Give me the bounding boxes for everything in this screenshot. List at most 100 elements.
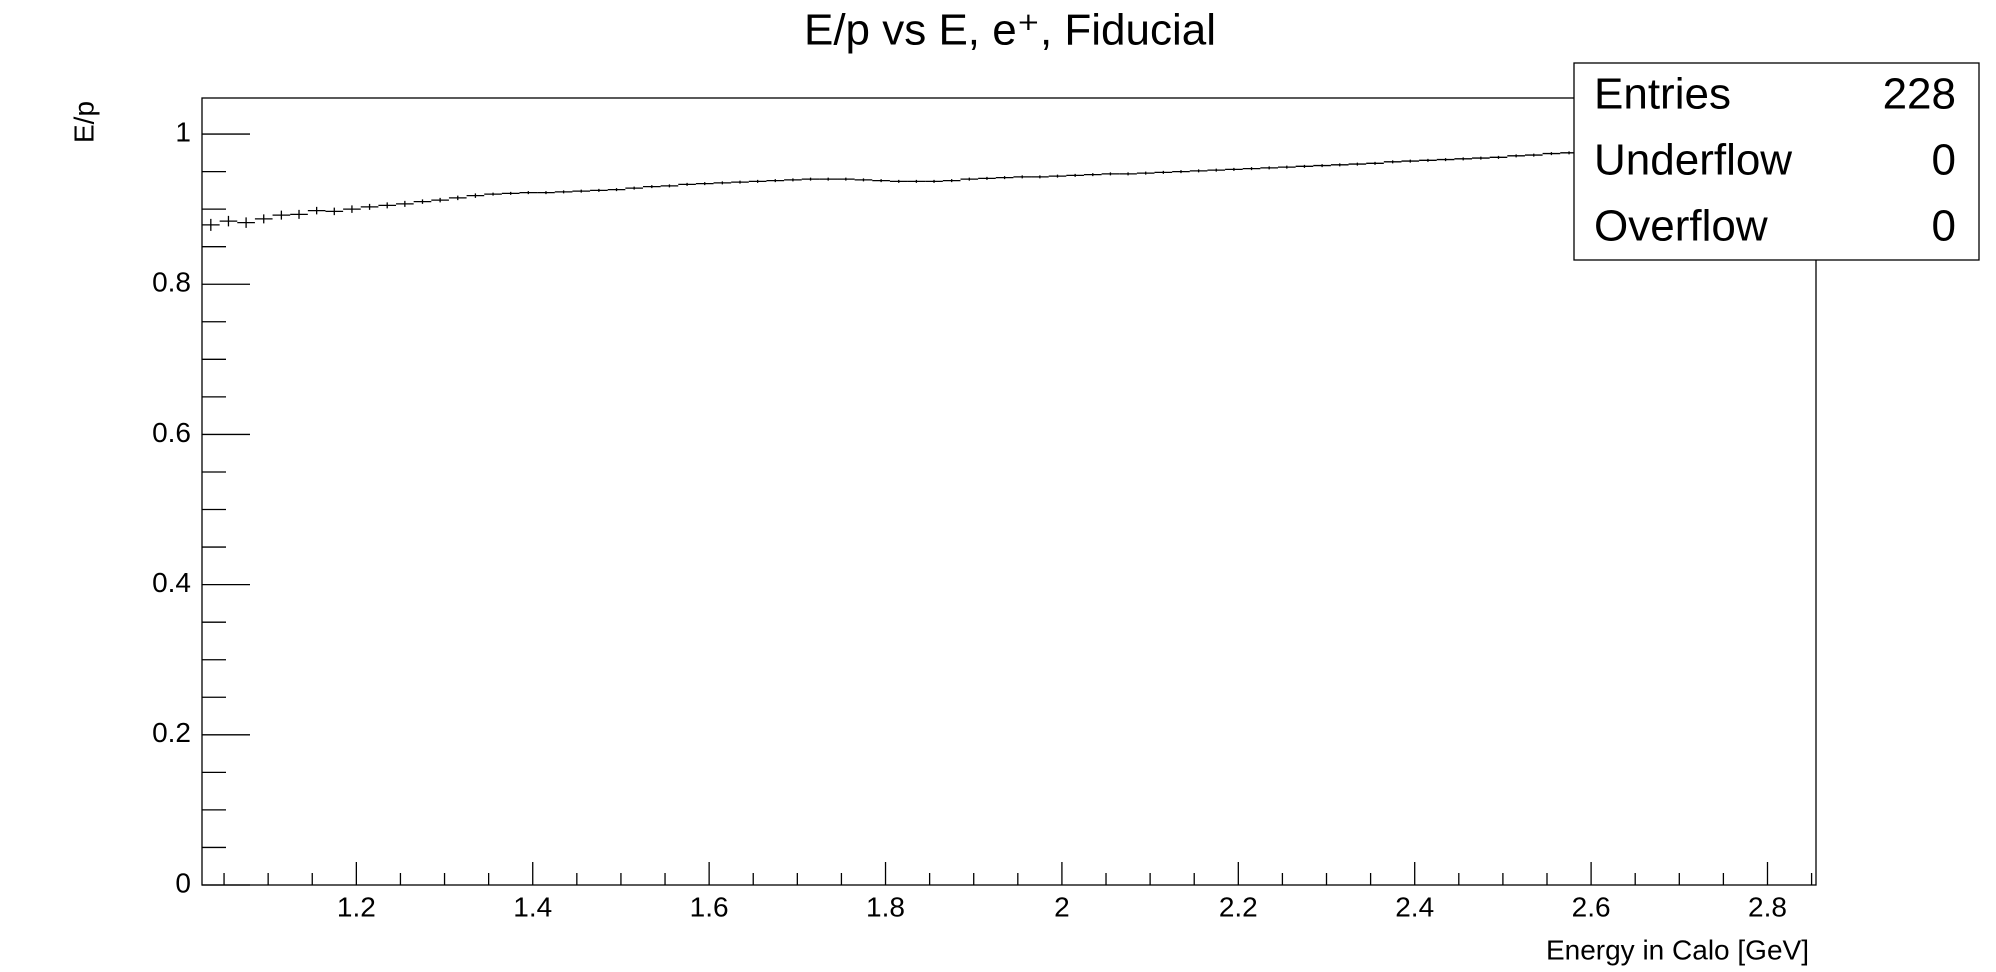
x-axis-label: Energy in Calo [GeV]: [1546, 934, 1809, 965]
y-tick-label: 0: [175, 867, 191, 898]
data-point: [889, 179, 908, 183]
x-tick-label: 2.8: [1748, 891, 1787, 922]
data-point: [748, 179, 767, 183]
data-point: [695, 182, 714, 186]
data-point: [378, 202, 397, 209]
plot-frame: [201, 97, 1817, 886]
data-point: [872, 179, 890, 183]
data-point: [678, 182, 696, 186]
data-point: [1013, 175, 1032, 179]
data-point: [1172, 170, 1190, 174]
data-point: [960, 177, 979, 181]
data-point: [642, 185, 661, 189]
data-point: [325, 207, 344, 216]
data-point: [731, 180, 749, 184]
data-point: [607, 188, 626, 192]
data-point: [572, 189, 591, 193]
data-point: [995, 176, 1014, 180]
x-tick-label: 1.8: [866, 891, 905, 922]
data-point: [360, 203, 379, 210]
data-point: [942, 179, 961, 183]
data-point: [431, 197, 449, 203]
data-point: [1366, 161, 1384, 165]
data-point: [1225, 167, 1243, 171]
data-point: [202, 218, 220, 231]
data-point: [590, 188, 608, 192]
data-point: [396, 200, 414, 207]
data-point: [1436, 158, 1455, 162]
data-point: [1136, 171, 1155, 175]
data-point: [501, 191, 520, 195]
data-point: [907, 179, 926, 183]
stats-box: [1573, 62, 1980, 261]
data-point: [978, 176, 996, 180]
data-point: [713, 181, 732, 185]
stats-label: Underflow: [1594, 136, 1792, 185]
data-point: [1383, 160, 1402, 164]
data-point: [554, 190, 573, 194]
data-point: [448, 195, 467, 201]
data-point: [1207, 168, 1226, 172]
data-point: [1189, 169, 1208, 173]
data-point: [1031, 175, 1049, 179]
data-point: [837, 177, 855, 181]
data-point: [1401, 159, 1420, 163]
data-point: [819, 177, 838, 181]
stats-label: Overflow: [1594, 202, 1768, 251]
y-axis-label: E/p: [68, 101, 99, 143]
data-point: [1083, 173, 1102, 177]
stats-label: Entries: [1594, 70, 1731, 119]
data-point: [413, 199, 432, 204]
x-tick-label: 2.4: [1395, 891, 1434, 922]
data-point: [484, 192, 502, 196]
data-point: [925, 179, 943, 183]
data-point: [801, 177, 820, 181]
data-point: [519, 191, 538, 195]
data-point: [1260, 166, 1278, 170]
data-point: [766, 179, 785, 183]
data-point: [343, 205, 361, 213]
data-point: [660, 184, 679, 188]
x-tick-label: 1.6: [690, 891, 729, 922]
data-point: [1242, 167, 1261, 171]
data-point: [625, 186, 643, 190]
stats-value: 0: [1932, 202, 1956, 251]
data-point: [1154, 170, 1173, 174]
y-tick-label: 0.2: [152, 717, 191, 748]
y-tick-label: 0.4: [152, 567, 191, 598]
y-tick-label: 0.6: [152, 417, 191, 448]
stats-value: 0: [1932, 136, 1956, 185]
data-point: [466, 193, 485, 198]
data-point: [1330, 163, 1349, 167]
data-point: [1119, 172, 1137, 176]
data-point: [1348, 162, 1367, 166]
data-point: [1295, 164, 1314, 168]
data-point: [290, 209, 308, 219]
data-point: [272, 210, 291, 220]
x-tick-label: 1.2: [337, 891, 376, 922]
data-point: [1542, 152, 1561, 156]
data-point: [1048, 174, 1067, 178]
data-point: [1507, 154, 1525, 158]
y-tick-label: 1: [175, 116, 191, 147]
data-point: [1066, 173, 1084, 177]
data-point: [537, 191, 555, 195]
x-tick-label: 2.2: [1219, 891, 1258, 922]
x-tick-label: 2: [1054, 891, 1070, 922]
data-point: [1524, 153, 1543, 157]
data-point: [1101, 172, 1120, 176]
data-point: [1472, 156, 1490, 160]
data-point: [1419, 158, 1437, 162]
data-point: [1278, 165, 1296, 169]
data-point: [237, 217, 255, 228]
data-point: [1313, 164, 1331, 168]
data-point: [854, 178, 873, 182]
x-tick-label: 2.6: [1572, 891, 1611, 922]
x-tick-label: 1.4: [513, 891, 552, 922]
data-point: [784, 178, 802, 182]
data-point: [219, 215, 238, 227]
chart-title: E/p vs E, e⁺, Fiducial: [804, 6, 1216, 55]
data-point: [307, 206, 326, 215]
data-point: [1489, 155, 1508, 159]
